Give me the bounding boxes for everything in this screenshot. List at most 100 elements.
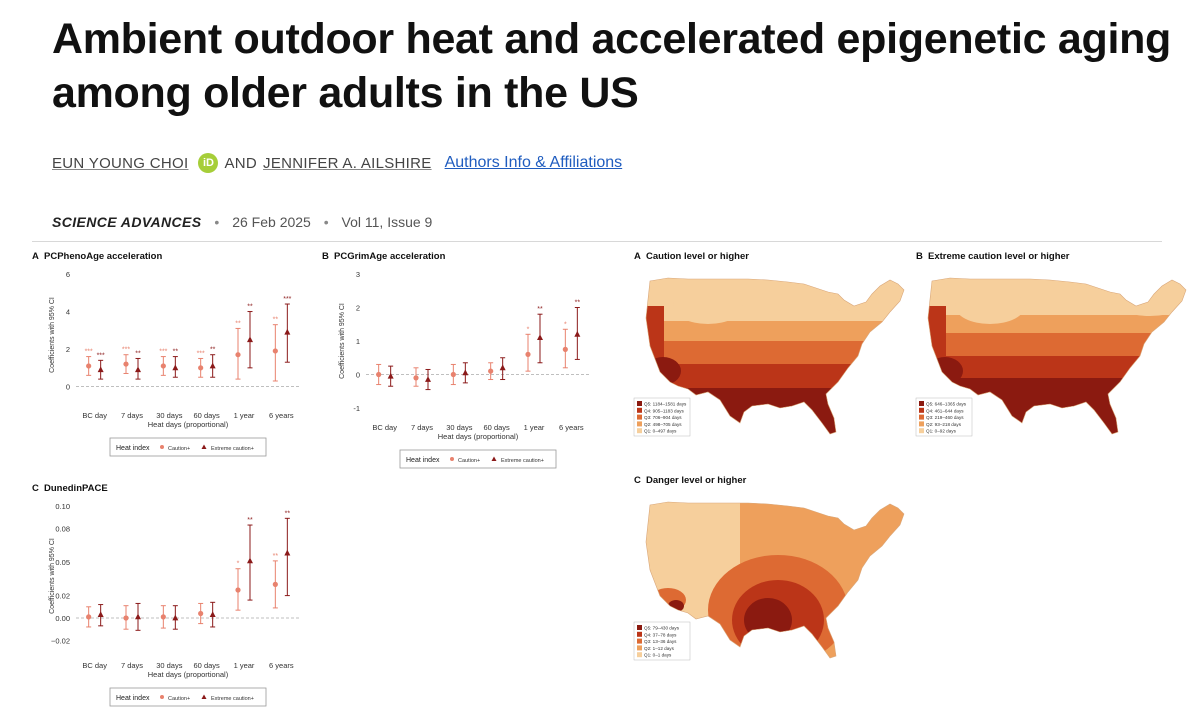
legend-label: Q1: 0–92 days [926, 429, 957, 434]
y-tick-label: 0.08 [55, 524, 70, 533]
map-title: Extreme caution level or higher [928, 251, 1070, 262]
authors-info-link[interactable]: Authors Info & Affiliations [444, 154, 623, 171]
chart-panel-a: A PCPhenoAge acceleration 0 2 4 6 Coefficients… [32, 251, 300, 457]
chart-title: PCPhenoAge acceleration [44, 251, 162, 262]
significance-stars: * [527, 326, 530, 333]
legend-label: Q4: 37–78 days [644, 632, 677, 637]
caution-point [562, 346, 568, 352]
x-tick-label: BC day [82, 661, 107, 670]
legend-label: Q2: 93–218 days [926, 422, 962, 427]
legend-label: Q1: 0–1 days [644, 653, 672, 658]
caution-point [160, 614, 166, 620]
extreme-point [247, 336, 253, 343]
x-tick-label: 6 years [269, 661, 294, 670]
map-region-q4 [646, 306, 664, 386]
map-title: Caution level or higher [646, 251, 749, 262]
legend-label: Q4: 905–1183 days [644, 408, 684, 413]
legend-label: Q2: 1–12 days [644, 646, 675, 651]
x-tick-label: 6 years [269, 411, 294, 420]
legend-swatch [637, 652, 642, 658]
extreme-point [387, 372, 394, 379]
extreme-point [209, 611, 216, 618]
extreme-point [209, 362, 216, 369]
y-tick-label: 0.05 [55, 558, 70, 567]
map-region-q5 [744, 598, 792, 642]
y-tick-label: -1 [353, 404, 360, 413]
x-tick-label: 6 years [559, 423, 584, 432]
panel-letter: B [916, 251, 923, 262]
legend-swatch [637, 645, 642, 651]
map-region-q1 [828, 280, 904, 316]
legend-extreme-label: Extreme caution+ [211, 446, 254, 452]
significance-stars: ** [173, 349, 179, 356]
x-tick-label: 7 days [121, 411, 143, 420]
caution-point [525, 351, 531, 357]
separator-dot: • [214, 214, 220, 230]
legend-heading: Heat index [116, 445, 150, 452]
significance-stars: *** [97, 352, 105, 359]
extreme-point [172, 614, 179, 621]
chart-panel-c: C DunedinPACE −0.02 0.00 0.02 0.05 0.08 0.10 Coe… [32, 483, 300, 707]
legend-swatch [637, 421, 642, 427]
caution-point [198, 610, 204, 617]
journal-name[interactable]: SCIENCE ADVANCES [52, 214, 202, 230]
us-outline [645, 501, 905, 659]
orcid-icon[interactable]: iD [198, 153, 219, 173]
map-panel-b: B Extreme caution level or higher Q5: 646–… [915, 251, 1187, 437]
caution-point [198, 365, 204, 371]
legend-caution-marker [160, 445, 164, 449]
legend-label: Q1: 0–497 days [644, 429, 677, 434]
map-panel-c: C Danger level or higher Q5: 79–430 daysQ4… [633, 475, 905, 661]
extreme-point [537, 334, 543, 341]
significance-stars: ** [135, 350, 141, 357]
map-region-q1 [955, 288, 1025, 324]
y-axis-label: Coefficients with 95% CI [49, 297, 56, 373]
x-tick-label: 30 days [446, 423, 473, 432]
y-tick-label: 0.10 [55, 502, 70, 511]
legend-swatch [637, 638, 642, 644]
legend-heading: Heat index [406, 457, 440, 464]
significance-stars: *** [159, 349, 167, 356]
legend-caution-marker [450, 457, 454, 461]
legend-swatch [919, 414, 924, 420]
significance-stars: ** [247, 304, 253, 311]
legend-swatch [919, 421, 924, 427]
legend-box [399, 449, 557, 469]
x-axis-label: Heat days (proportional) [148, 420, 229, 429]
author-link-choi[interactable]: EUN YOUNG CHOI [52, 154, 189, 172]
legend-label: Q3: 13–36 days [644, 639, 677, 644]
significance-stars: *** [85, 349, 93, 356]
y-tick-label: 0 [356, 371, 360, 380]
x-tick-label: 30 days [156, 411, 183, 420]
map-legend-box [633, 397, 691, 437]
x-tick-label: 7 days [411, 423, 433, 432]
x-tick-label: 1 year [234, 411, 255, 420]
y-tick-label: 2 [66, 345, 70, 354]
extreme-point [247, 557, 253, 564]
map-region-q5 [646, 357, 681, 385]
legend-label: Q5: 646–1365 days [926, 402, 967, 407]
author-line: EUN YOUNG CHOI iD AND JENNIFER A. AILSHI… [52, 153, 622, 173]
significance-stars: ** [285, 510, 291, 517]
significance-stars: ** [247, 517, 253, 524]
y-tick-label: 6 [66, 270, 70, 279]
chart-title: PCGrimAge acceleration [334, 251, 446, 262]
caution-point [376, 371, 382, 378]
author-link-ailshire[interactable]: JENNIFER A. AILSHIRE [263, 154, 432, 172]
caution-point [488, 368, 494, 374]
legend-swatch [637, 414, 642, 420]
significance-stars: ** [273, 317, 279, 324]
caution-point [235, 352, 241, 358]
x-tick-label: BC day [372, 423, 397, 432]
caution-point [450, 371, 456, 378]
map-region-q1 [1110, 280, 1186, 316]
publication-info: SCIENCE ADVANCES • 26 Feb 2025 • Vol 11,… [52, 214, 432, 230]
author-conjunction: AND [224, 154, 258, 172]
article-title: Ambient outdoor heat and accelerated epi… [52, 15, 1172, 117]
us-outline [645, 277, 905, 435]
chart-panel-b: B PCGrimAge acceleration -1 0 1 2 3 Coefficient… [322, 251, 590, 469]
extreme-point [284, 328, 291, 335]
legend-swatch [919, 428, 924, 434]
panel-letter: C [634, 475, 641, 486]
y-axis-label: Coefficients with 95% CI [49, 538, 56, 614]
